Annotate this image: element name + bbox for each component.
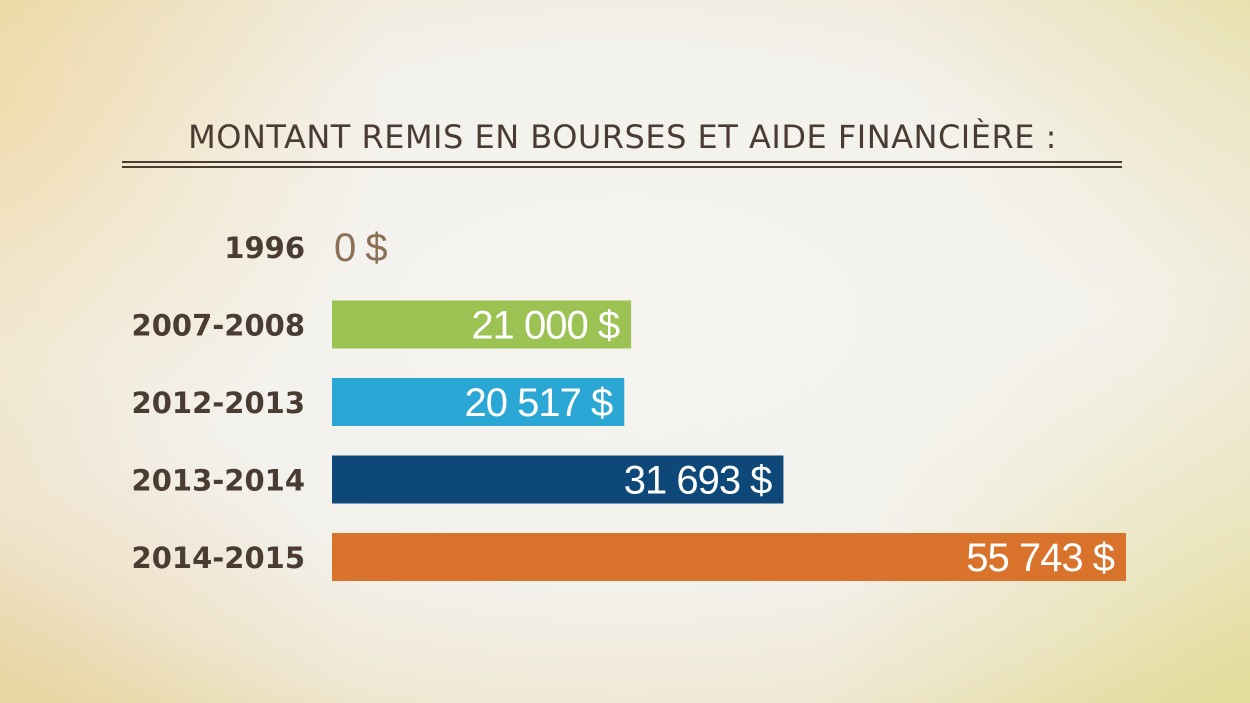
title-underline-bottom xyxy=(122,166,1122,168)
category-label: 2014-2015 xyxy=(132,541,305,575)
value-label: 31 693 $ xyxy=(624,459,772,503)
category-label: 2012-2013 xyxy=(132,386,305,420)
category-label: 1996 xyxy=(224,231,305,265)
chart-title: MONTANT REMIS EN BOURSES ET AIDE FINANCI… xyxy=(188,118,1057,156)
bar xyxy=(332,378,625,426)
title-underline-top xyxy=(122,161,1122,163)
value-label: 55 743 $ xyxy=(966,536,1114,580)
bar xyxy=(332,533,1126,581)
value-label: 20 517 $ xyxy=(465,381,613,425)
bar xyxy=(332,455,784,504)
category-label: 2007-2008 xyxy=(132,309,305,343)
category-label: 2013-2014 xyxy=(132,464,305,498)
bar xyxy=(332,300,632,349)
value-label: 0 $ xyxy=(334,226,387,270)
value-label: 21 000 $ xyxy=(471,304,619,348)
